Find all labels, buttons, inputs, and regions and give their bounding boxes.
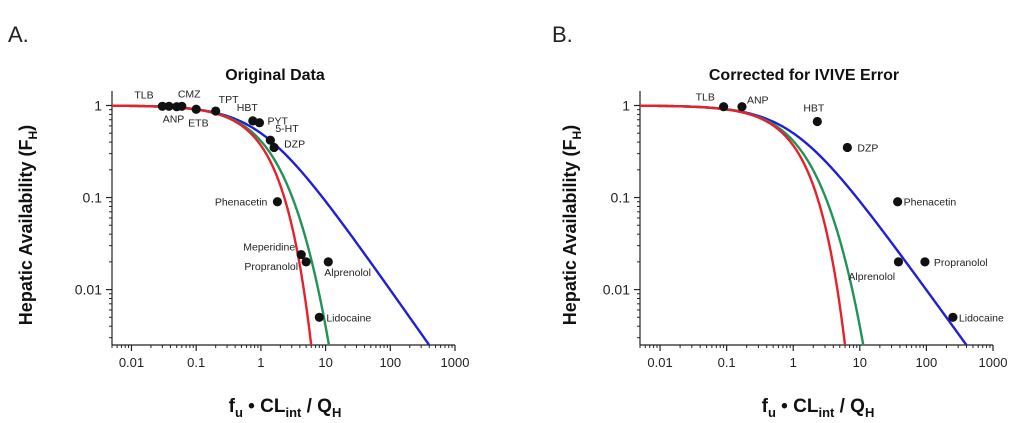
point-label: Phenacetin xyxy=(904,197,957,209)
data-point xyxy=(920,257,930,267)
data-point xyxy=(718,102,729,112)
data-point xyxy=(893,197,903,207)
point-label: Propranolol xyxy=(934,257,988,269)
x-tick-label: 0.1 xyxy=(718,355,736,370)
x-tick-label: 100 xyxy=(379,355,401,370)
y-tick-label: 0.1 xyxy=(611,190,631,206)
point-label: TLB xyxy=(696,92,715,104)
point-label: CMZ xyxy=(178,88,201,100)
point-label: ANP xyxy=(163,114,185,126)
data-point xyxy=(254,118,265,128)
panel-a-title: Original Data xyxy=(225,67,325,84)
x-tick-label: 100 xyxy=(916,355,938,370)
y-tick-label: 1 xyxy=(94,97,102,113)
panel-a-label: A. xyxy=(8,22,29,47)
data-point xyxy=(948,312,958,322)
data-point xyxy=(265,135,275,145)
panel-a: A. Original Data Hepatic Availability (F… xyxy=(8,22,469,420)
data-point xyxy=(314,312,324,322)
data-point xyxy=(737,102,747,112)
point-label: Lidocaine xyxy=(326,312,371,324)
y-tick-label: 1 xyxy=(622,97,630,113)
point-label: Alprenolol xyxy=(848,271,895,283)
panel-b-ylabel: Hepatic Availability (FH) xyxy=(560,125,584,325)
data-point xyxy=(893,257,904,267)
data-point xyxy=(272,197,283,207)
panel-b-label: B. xyxy=(552,22,573,47)
panel-b-plot: 0.01 0.1 1 10 100 1000 1 0.1 0.01 TLB ANP HBT DZP Phe… xyxy=(603,91,1008,370)
panel-b-title: Corrected for IVIVE Error xyxy=(709,67,899,84)
point-label: TLB xyxy=(134,89,153,101)
panel-a-ylabel: Hepatic Availability (FH) xyxy=(16,125,40,325)
data-point xyxy=(164,101,174,111)
point-label: ANP xyxy=(747,95,769,107)
data-point xyxy=(301,257,311,267)
y-tick-label: 0.1 xyxy=(83,190,103,206)
parallel-tube-curve xyxy=(640,104,847,345)
x-tick-label: 1000 xyxy=(979,355,1008,370)
data-point xyxy=(842,142,852,153)
panel-b: B. Corrected for IVIVE Error Hepatic Ava… xyxy=(552,22,1007,420)
well-stirred-curve xyxy=(640,104,968,345)
x-tick-label: 1 xyxy=(257,355,264,370)
point-label: TPT xyxy=(219,94,239,106)
point-label: 5-HT xyxy=(275,123,299,135)
point-label: DZP xyxy=(857,142,878,154)
point-label: DZP xyxy=(284,138,305,150)
x-tick-label: 1 xyxy=(790,355,797,370)
dispersion-curve xyxy=(640,104,865,345)
data-point xyxy=(296,249,306,260)
panel-a-xlabel: fu • CLint / QH xyxy=(229,396,342,420)
point-label: HBT xyxy=(237,102,259,114)
point-label: PYT xyxy=(267,116,288,128)
data-point xyxy=(812,116,822,127)
x-tick-label: 1000 xyxy=(441,355,470,370)
point-label: Lidocaine xyxy=(959,312,1004,324)
point-label: Phenacetin xyxy=(215,197,268,209)
panel-a-plot: 0.01 0.1 1 10 100 1000 1 0.1 0.01 TLB ANP CMZ ETB TPT… xyxy=(75,88,470,370)
data-point xyxy=(191,104,201,114)
data-point xyxy=(323,257,333,267)
point-label: ETB xyxy=(188,117,208,129)
x-tick-label: 0.01 xyxy=(647,355,672,370)
point-label: Alprenolol xyxy=(324,267,371,279)
panel-b-xlabel: fu • CLint / QH xyxy=(762,396,875,420)
data-point xyxy=(269,142,279,153)
x-tick-label: 0.01 xyxy=(119,355,144,370)
point-label: HBT xyxy=(803,102,825,114)
data-point xyxy=(211,106,221,116)
x-tick-label: 10 xyxy=(318,355,332,370)
y-tick-label: 0.01 xyxy=(75,282,102,298)
data-point xyxy=(157,101,167,111)
x-tick-label: 0.1 xyxy=(187,355,205,370)
point-label: Propranolol xyxy=(244,261,298,273)
data-point xyxy=(177,101,187,111)
point-label: Meperidine xyxy=(243,242,295,254)
y-tick-label: 0.01 xyxy=(603,282,630,298)
x-tick-label: 10 xyxy=(853,355,867,370)
